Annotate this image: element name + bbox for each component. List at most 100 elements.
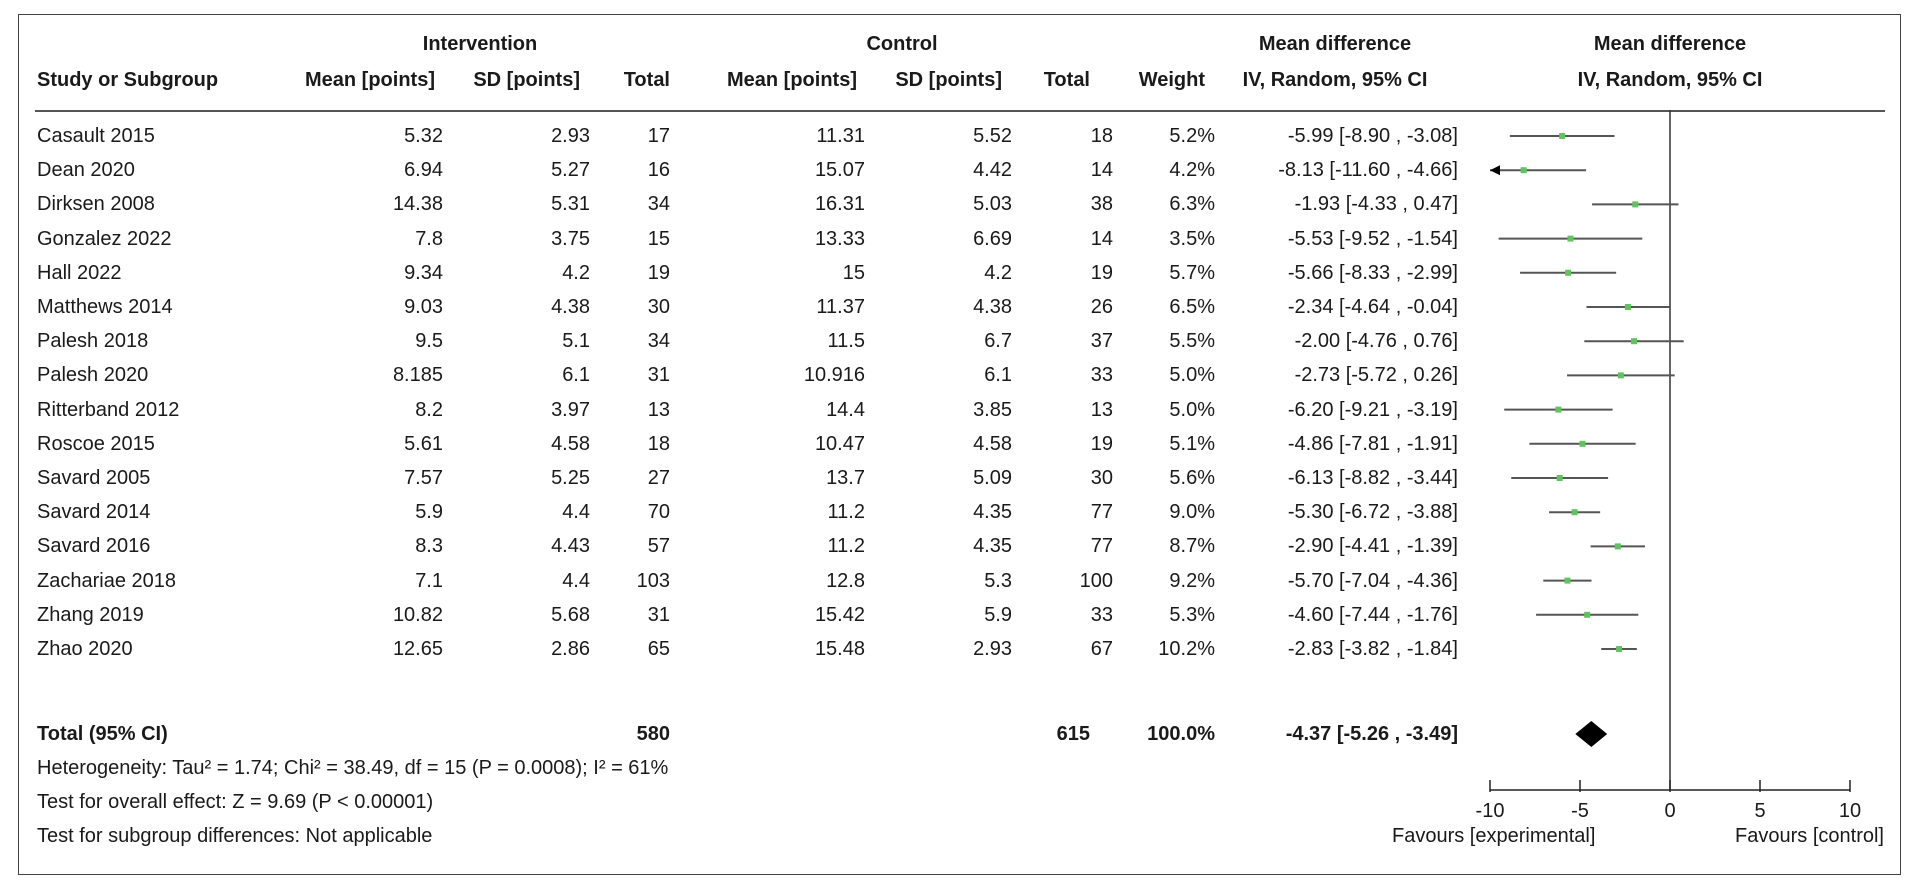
weight: 9.2% — [1169, 569, 1215, 592]
ci-arrow — [1490, 165, 1500, 176]
total-weight: 100.0% — [1147, 723, 1215, 745]
total-c-total: 615 — [1056, 723, 1090, 745]
control-sd: 5.03 — [973, 193, 1012, 216]
control-sd: 5.3 — [984, 569, 1012, 592]
intervention-total: 19 — [647, 261, 670, 284]
control-total: 77 — [1090, 501, 1113, 524]
weight: 10.2% — [1158, 638, 1215, 660]
intervention-mean: 5.9 — [415, 501, 443, 524]
study-name: Roscoe 2015 — [37, 432, 155, 455]
intervention-mean: 6.94 — [404, 159, 443, 182]
ci-text: -4.86 [-7.81 , -1.91] — [1287, 432, 1458, 455]
point-estimate — [1632, 201, 1639, 208]
control-sd: 4.35 — [973, 535, 1012, 558]
control-total: 19 — [1090, 261, 1113, 284]
intervention-mean: 8.185 — [392, 364, 443, 387]
ci-text: -5.70 [-7.04 , -4.36] — [1287, 569, 1458, 592]
point-estimate — [1631, 338, 1637, 345]
study-name: Savard 2014 — [37, 501, 151, 524]
weight: 6.5% — [1169, 296, 1215, 318]
intervention-sd: 5.27 — [551, 159, 590, 182]
intervention-sd: 2.86 — [551, 638, 590, 660]
ci-text: -5.30 [-6.72 , -3.88] — [1287, 501, 1458, 524]
point-estimate — [1565, 269, 1572, 276]
header-plot-method: IV, Random, 95% CI — [1577, 69, 1763, 91]
point-estimate — [1584, 611, 1591, 618]
control-mean: 15.42 — [814, 603, 865, 626]
ci-text: -6.20 [-9.21 , -3.19] — [1287, 398, 1458, 421]
ci-text: -2.73 [-5.72 , 0.26] — [1294, 364, 1458, 387]
study-name: Savard 2005 — [37, 467, 151, 489]
study-name: Ritterband 2012 — [37, 398, 180, 421]
ci-text: -2.90 [-4.41 , -1.39] — [1287, 535, 1458, 558]
control-sd: 5.9 — [984, 603, 1012, 626]
intervention-mean: 7.1 — [415, 569, 443, 592]
weight: 5.6% — [1169, 467, 1215, 489]
ci-text: -2.00 [-4.76 , 0.76] — [1294, 330, 1458, 353]
control-mean: 11.5 — [827, 330, 865, 353]
intervention-sd: 5.68 — [551, 603, 590, 626]
ci-text: -5.99 [-8.90 , -3.08] — [1287, 125, 1458, 147]
control-total: 19 — [1090, 432, 1113, 455]
intervention-mean: 7.57 — [404, 467, 443, 489]
weight: 5.3% — [1169, 603, 1215, 626]
control-mean: 11.31 — [816, 125, 865, 147]
point-estimate — [1571, 509, 1578, 516]
intervention-mean: 7.8 — [415, 227, 443, 250]
heterogeneity-text: Heterogeneity: Tau² = 1.74; Chi² = 38.49… — [37, 757, 669, 779]
ci-text: -2.34 [-4.64 , -0.04] — [1287, 296, 1458, 318]
study-name: Dean 2020 — [37, 159, 135, 182]
intervention-sd: 5.1 — [562, 330, 590, 353]
study-name: Hall 2022 — [37, 261, 122, 284]
weight: 3.5% — [1169, 227, 1215, 250]
weight: 6.3% — [1169, 193, 1215, 216]
intervention-mean: 5.61 — [404, 432, 443, 455]
point-estimate — [1567, 235, 1574, 242]
ci-text: -2.83 [-3.82 , -1.84] — [1287, 638, 1458, 660]
weight: 5.7% — [1169, 261, 1215, 284]
weight: 5.0% — [1169, 364, 1215, 387]
study-name: Zhao 2020 — [37, 638, 133, 660]
header-c-mean: Mean [points] — [727, 69, 857, 91]
point-estimate — [1616, 646, 1623, 652]
intervention-total: 27 — [647, 467, 670, 489]
study-name: Zachariae 2018 — [37, 569, 176, 592]
control-total: 14 — [1090, 159, 1113, 182]
control-sd: 6.1 — [984, 364, 1012, 387]
intervention-mean: 5.32 — [404, 125, 443, 147]
control-total: 13 — [1090, 398, 1113, 421]
weight: 5.5% — [1169, 330, 1215, 353]
header-intervention: Intervention — [422, 33, 538, 55]
intervention-total: 13 — [647, 398, 670, 421]
axis-left-label: Favours [experimental] — [1392, 825, 1596, 847]
control-mean: 15.07 — [814, 159, 865, 182]
intervention-sd: 4.4 — [562, 569, 590, 592]
point-estimate — [1555, 406, 1562, 413]
weight: 5.2% — [1169, 125, 1215, 147]
ci-text: -8.13 [-11.60 , -4.66] — [1278, 159, 1458, 182]
study-name: Palesh 2018 — [37, 330, 149, 353]
intervention-total: 15 — [647, 227, 670, 250]
intervention-mean: 9.03 — [404, 296, 443, 318]
intervention-sd: 4.58 — [551, 432, 590, 455]
control-sd: 4.42 — [973, 159, 1012, 182]
header-md-method: IV, Random, 95% CI — [1242, 69, 1428, 91]
intervention-sd: 4.38 — [551, 296, 590, 318]
x-tick-label: 5 — [1754, 800, 1765, 822]
point-estimate — [1564, 577, 1571, 584]
header-control: Control — [866, 33, 938, 55]
control-mean: 11.2 — [827, 535, 865, 558]
control-mean: 16.31 — [814, 193, 865, 216]
control-total: 67 — [1090, 638, 1113, 660]
header-c-total: Total — [1043, 69, 1090, 91]
study-name: Dirksen 2008 — [37, 193, 155, 216]
control-total: 77 — [1090, 535, 1113, 558]
intervention-total: 57 — [647, 535, 670, 558]
intervention-mean: 12.65 — [392, 638, 443, 660]
intervention-sd: 4.43 — [551, 535, 590, 558]
study-name: Palesh 2020 — [37, 364, 149, 387]
header-i-sd: SD [points] — [473, 69, 580, 91]
control-sd: 6.69 — [973, 227, 1012, 250]
intervention-total: 65 — [647, 638, 670, 660]
control-sd: 4.2 — [984, 261, 1012, 284]
